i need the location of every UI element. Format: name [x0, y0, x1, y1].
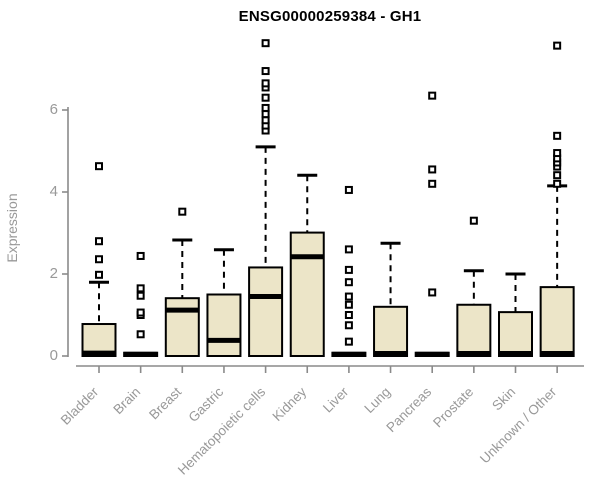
box-skin	[498, 311, 533, 358]
box-breast	[164, 297, 200, 358]
chart-title: ENSG00000259384 - GH1	[238, 8, 422, 25]
y-tick-label: 4	[49, 183, 58, 200]
outlier-point-hematopoietic-cells	[261, 116, 270, 125]
outlier-point-liver	[344, 185, 353, 194]
outlier-point-unknown-other	[553, 131, 562, 140]
outlier-point-pancreas	[428, 91, 437, 100]
outlier-point-unknown-other	[553, 149, 562, 158]
outlier-point-liver	[344, 311, 353, 319]
outlier-point-breast	[178, 207, 187, 216]
outlier-point-hematopoietic-cells	[261, 67, 270, 76]
outlier-point-bladder	[95, 255, 103, 264]
outlier-point-liver	[344, 265, 353, 274]
outlier-point-pancreas	[428, 288, 437, 297]
outlier-point-liver	[344, 321, 353, 330]
outlier-point-bladder	[95, 162, 103, 171]
outlier-point-brain	[136, 284, 145, 293]
outlier-point-unknown-other	[553, 179, 562, 188]
outlier-point-hematopoietic-cells	[261, 110, 270, 119]
outlier-point-liver	[344, 292, 353, 301]
outlier-point-pancreas	[428, 165, 437, 174]
outlier-point-brain	[136, 251, 145, 260]
box-hematopoietic-cells	[248, 266, 284, 357]
outlier-point-bladder	[95, 237, 103, 246]
outlier-point-unknown-other	[553, 171, 562, 180]
y-tick-label: 2	[49, 265, 58, 282]
outlier-point-brain	[136, 330, 145, 339]
outlier-point-liver	[344, 300, 353, 309]
outlier-point-hematopoietic-cells	[261, 103, 270, 112]
outlier-point-prostate	[469, 216, 478, 225]
box-gastric	[206, 293, 242, 357]
box-lung	[373, 305, 409, 357]
y-tick-label: 6	[49, 101, 58, 118]
box-prostate	[456, 303, 492, 357]
outlier-point-hematopoietic-cells	[261, 93, 270, 102]
box-kidney	[289, 231, 325, 357]
outlier-point-hematopoietic-cells	[261, 39, 270, 48]
outlier-point-liver	[344, 245, 353, 254]
box-unknown-other	[539, 286, 575, 357]
outlier-point-unknown-other	[553, 41, 562, 50]
outlier-point-bladder	[95, 270, 103, 279]
y-tick-label: 0	[49, 347, 58, 364]
outlier-point-hematopoietic-cells	[261, 79, 270, 88]
outlier-point-liver	[344, 337, 353, 346]
outlier-point-liver	[344, 278, 353, 287]
outlier-point-brain	[136, 291, 145, 300]
outlier-point-brain	[136, 308, 145, 317]
outlier-point-pancreas	[428, 179, 437, 188]
